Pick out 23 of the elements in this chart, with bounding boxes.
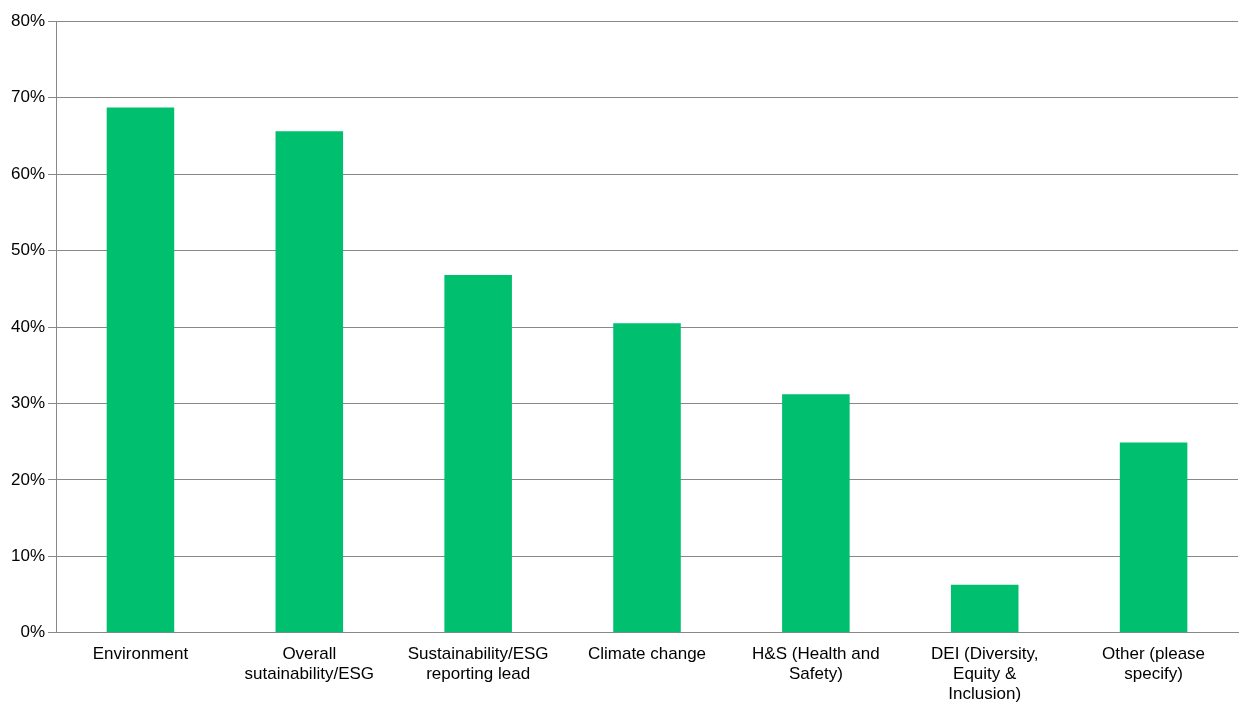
y-tick-label: 60%: [10, 163, 46, 183]
bar: [950, 584, 1019, 633]
y-tick-label: 70%: [10, 87, 46, 107]
y-tick-label: 50%: [10, 240, 46, 260]
y-tick-label: 40%: [10, 316, 46, 336]
y-tick-label: 30%: [10, 393, 46, 413]
y-tick-label: 10%: [10, 546, 46, 566]
x-tick-label: Environment: [92, 643, 189, 663]
x-tick-label: Overall sutainability/ESG: [244, 643, 375, 684]
x-tick-label: DEI (Diversity, Equity & Inclusion): [931, 643, 1039, 704]
y-tick-label: 0%: [20, 622, 46, 642]
bar: [782, 394, 850, 633]
y-tick-label: 20%: [10, 469, 46, 489]
x-tick-label: H&S (Health and Safety): [752, 643, 880, 684]
x-tick-label: Climate change: [587, 643, 707, 663]
x-tick-label: Other (please specify): [1102, 643, 1206, 684]
x-tick-label: Sustainability/ESG reporting lead: [407, 643, 549, 684]
bar: [444, 275, 512, 633]
bar: [275, 131, 344, 633]
bar: [106, 107, 175, 633]
y-tick-label: 80%: [10, 10, 46, 30]
bar: [613, 323, 681, 633]
bar: [1119, 442, 1188, 633]
